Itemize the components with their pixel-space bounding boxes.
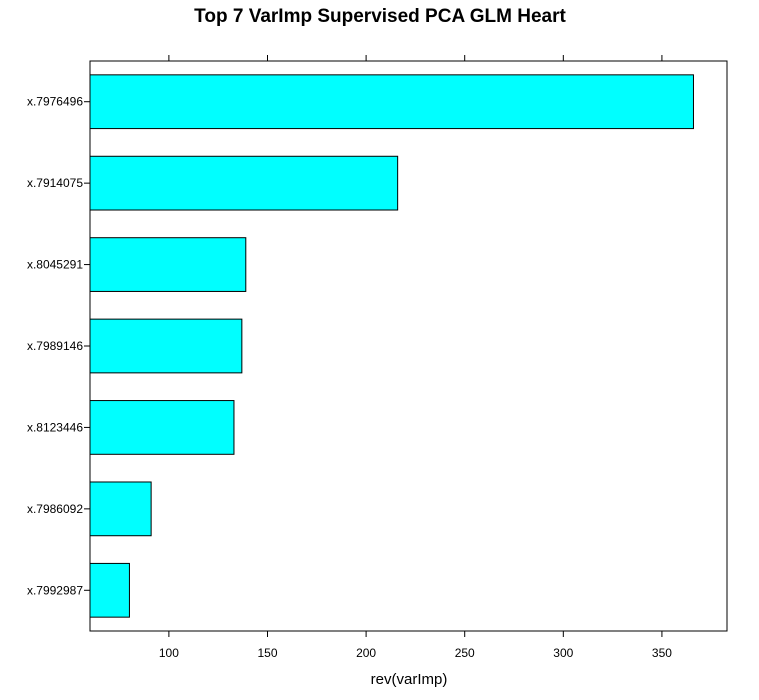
bar-x.7914075	[89, 155, 399, 211]
category-label-x.7986092: x.7986092	[27, 502, 83, 516]
category-label-x.7976496: x.7976496	[27, 95, 83, 109]
bar-x.8045291	[89, 237, 247, 292]
category-label-x.8045291: x.8045291	[27, 258, 83, 272]
bar-x.7992987	[89, 562, 130, 618]
x-tick-label-100: 100	[159, 646, 179, 660]
bar-x.7976496	[89, 74, 694, 130]
bar-x.8123446	[89, 400, 235, 455]
category-label-x.7914075: x.7914075	[27, 176, 83, 190]
category-label-x.7989146: x.7989146	[27, 339, 83, 353]
x-axis-label: rev(varImp)	[371, 671, 448, 688]
bar-x.7986092	[89, 481, 152, 537]
category-label-x.7992987: x.7992987	[27, 583, 83, 597]
x-tick-label-350: 350	[652, 646, 672, 660]
plot-area: x.7976496 x.7914075 x.8045291 x.7989146 x.81…	[27, 55, 728, 660]
chart-title: Top 7 VarImp Supervised PCA GLM Heart	[194, 6, 566, 27]
x-tick-label-300: 300	[553, 646, 573, 660]
x-tick-label-250: 250	[455, 646, 475, 660]
x-tick-label-150: 150	[257, 646, 277, 660]
x-tick-label-200: 200	[356, 646, 376, 660]
category-label-x.8123446: x.8123446	[27, 420, 83, 434]
bar-x.7989146	[89, 318, 243, 374]
